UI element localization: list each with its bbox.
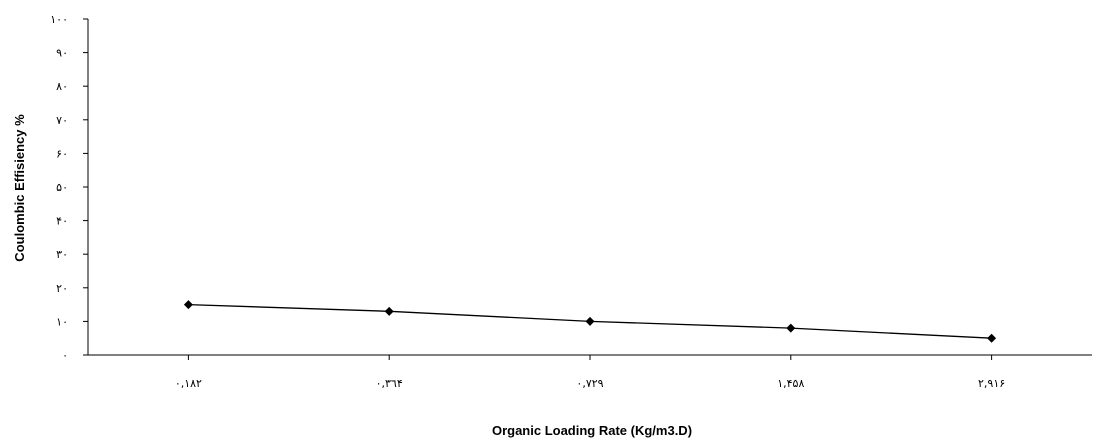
y-tick-label: ٢٠	[56, 282, 68, 295]
x-tick-label: ٠,٣٦۴	[376, 377, 403, 390]
x-axis-title: Organic Loading Rate (Kg/m3.D)	[492, 423, 692, 438]
x-tick-label: ٠,١٨٢	[175, 377, 202, 390]
y-axis-title: Coulombic Effisiency %	[12, 114, 27, 262]
y-tick-label: ٠	[62, 349, 68, 362]
y-tick-label: ٨٠	[56, 80, 68, 93]
x-tick-label: ٠,٧٢٩	[576, 377, 603, 390]
data-point	[384, 306, 394, 316]
data-point	[183, 300, 193, 310]
y-tick-label: ۵٠	[56, 181, 68, 194]
y-tick-label: ٣٠	[56, 248, 68, 261]
y-tick-label: ۶٠	[56, 147, 68, 160]
data-point	[987, 333, 997, 343]
y-tick-label: ٩٠	[56, 47, 68, 60]
x-tick-label: ٢,٩١۶	[978, 377, 1005, 390]
series-group	[183, 300, 997, 343]
data-point	[585, 316, 595, 326]
y-tick-label: ۴٠	[56, 215, 68, 228]
y-axis-ticks: ٠ ١٠ ٢٠ ٣٠ ۴٠ ۵٠ ۶٠ ٧٠ ٨٠ ٩٠ ١٠٠	[50, 13, 88, 362]
x-axis-ticks: ٠,١٨٢ ٠,٣٦۴ ٠,٧٢٩ ١,۴۵٨ ٢,٩١۶	[175, 355, 1005, 390]
y-tick-label: ١٠٠	[50, 13, 68, 26]
data-point	[786, 323, 796, 333]
y-tick-label: ٧٠	[56, 114, 68, 127]
axes	[87, 19, 1092, 356]
x-tick-label: ١,۴۵٨	[777, 377, 804, 390]
y-tick-label: ١٠	[56, 315, 68, 328]
